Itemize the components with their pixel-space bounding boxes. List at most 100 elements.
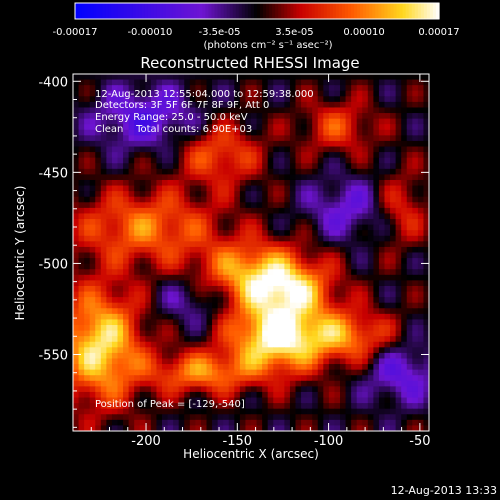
heatmap-cell [95,246,102,253]
heatmap-cell [362,219,369,226]
heatmap-cell [150,403,157,410]
heatmap-cell [184,235,191,242]
heatmap-cell [162,369,169,376]
heatmap-cell [301,386,308,393]
heatmap-cell [334,330,341,337]
heatmap-cell [262,263,269,270]
heatmap-cell [162,230,169,237]
heatmap-cell [95,207,102,214]
heatmap-cell [295,118,302,125]
heatmap-cell [156,280,163,287]
heatmap-cell [217,202,224,209]
heatmap-cell [217,140,224,148]
heatmap-cell [323,313,330,320]
heatmap-cell [390,157,397,164]
heatmap-cell [251,140,258,148]
heatmap-cell [206,403,213,410]
heatmap-cell [128,191,135,198]
heatmap-cell [284,85,291,92]
heatmap-cell [95,263,102,270]
heatmap-cell [289,224,296,231]
heatmap-cell [412,185,419,192]
heatmap-cell [178,252,185,259]
heatmap-cell [139,85,146,92]
heatmap-cell [150,129,157,136]
heatmap-cell [306,313,313,320]
heatmap-cell [328,403,335,410]
heatmap-cell [167,408,174,415]
heatmap-cell [95,380,102,387]
heatmap-cell [184,85,191,92]
heatmap-cell [395,207,402,214]
heatmap-cell [345,380,352,387]
heatmap-cell [89,352,96,359]
heatmap-cell [267,101,274,108]
heatmap-cell [328,191,335,198]
heatmap-cell [345,246,352,253]
heatmap-cell [367,358,374,365]
heatmap-cell [406,403,413,410]
heatmap-cell [245,352,252,359]
heatmap-cell [328,258,335,265]
heatmap-cell [95,135,102,142]
heatmap-cell [317,258,324,265]
heatmap-cell [367,291,374,298]
heatmap-cell [356,235,363,242]
heatmap-cell [412,397,419,404]
heatmap-cell [150,246,157,253]
heatmap-cell [262,291,269,298]
heatmap-cell [334,246,341,253]
heatmap-cell [412,336,419,343]
heatmap-cell [390,163,397,170]
heatmap-cell [123,347,130,354]
heatmap-cell [295,85,302,92]
heatmap-cell [367,135,374,142]
heatmap-cell [423,403,430,410]
heatmap-cell [378,90,385,97]
heatmap-cell [100,118,107,125]
heatmap-cell [328,235,335,242]
heatmap-cell [95,352,102,359]
heatmap-cell [234,308,241,315]
heatmap-cell [306,391,313,399]
heatmap-cell [367,140,374,148]
heatmap-cell [351,107,358,114]
heatmap-cell [212,285,219,293]
heatmap-cell [162,302,169,309]
heatmap-cell [301,319,308,326]
heatmap-cell [295,341,302,348]
heatmap-cell [78,101,85,108]
heatmap-cell [289,364,296,371]
heatmap-cell [412,129,419,136]
heatmap-cell [89,325,96,332]
heatmap-cell [128,285,135,293]
heatmap-cell [295,425,302,432]
heatmap-cell [117,224,124,231]
heatmap-cell [217,336,224,343]
heatmap-cell [295,274,302,281]
heatmap-cell [228,202,235,209]
heatmap-cell [134,146,141,153]
heatmap-cell [273,341,280,348]
heatmap-cell [306,135,313,142]
heatmap-cell [134,252,141,259]
heatmap-cell [145,386,152,393]
heatmap-cell [289,174,296,181]
heatmap-cell [223,129,230,136]
heatmap-cell [367,113,374,120]
heatmap-cell [289,124,296,131]
heatmap-cell [228,347,235,354]
heatmap-cell [89,96,96,103]
heatmap-cell [273,408,280,415]
heatmap-cell [395,174,402,181]
heatmap-cell [217,285,224,293]
heatmap-cell [217,325,224,332]
heatmap-cell [173,196,180,203]
heatmap-cell [289,369,296,376]
heatmap-cell [345,196,352,203]
heatmap-cell [362,107,369,114]
heatmap-cell [378,246,385,253]
heatmap-cell [117,391,124,399]
heatmap-cell [323,391,330,399]
y-tick-label: -400 [38,75,68,90]
